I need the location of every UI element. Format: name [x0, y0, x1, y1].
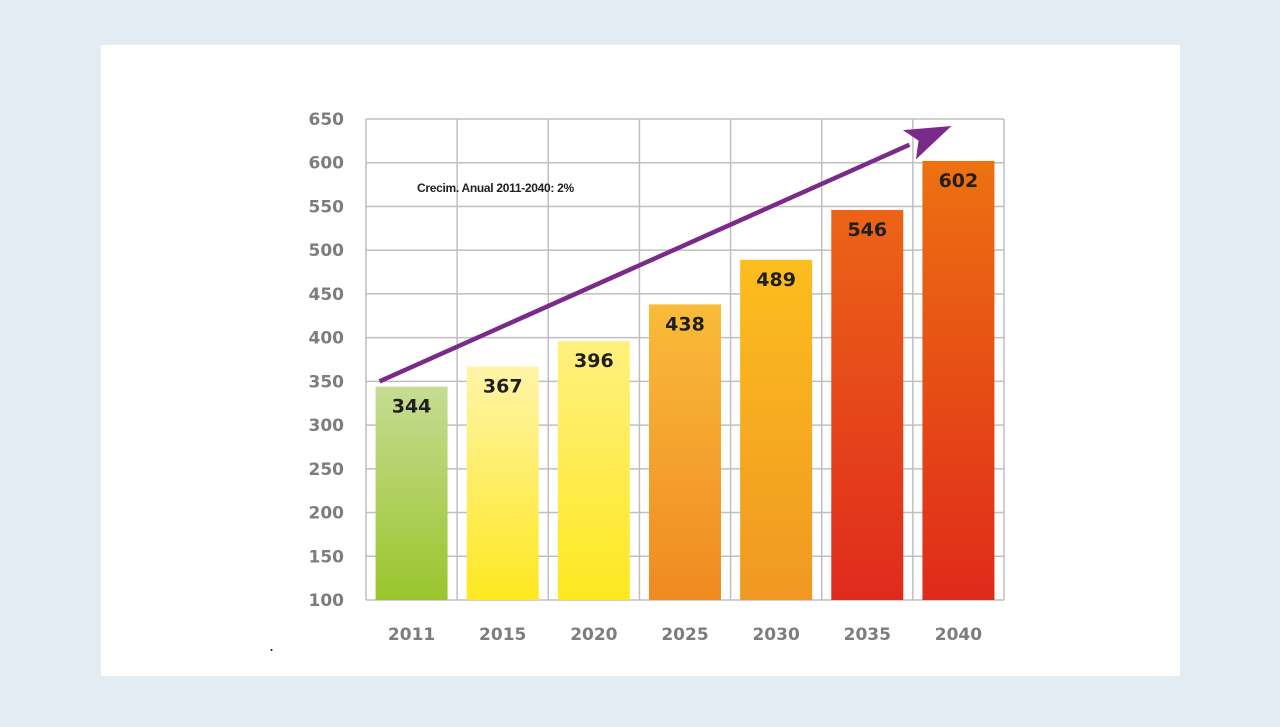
bar-2040 [922, 160, 995, 600]
chart-card: 100 150 200 250 300 350 400 450 500 550 600 650 201… [101, 45, 1180, 676]
bar-2015 [466, 366, 539, 600]
x-tick-label: 2030 [752, 625, 799, 645]
trend-arrow-shaft [378, 142, 911, 384]
y-tick-label: 600 [309, 154, 345, 174]
bar-2035 [831, 209, 904, 600]
y-tick-label: 150 [309, 547, 345, 567]
bar-2030 [740, 259, 813, 600]
footer-mark: . [269, 635, 274, 655]
bar-value-label: 602 [939, 170, 979, 192]
x-tick-label: 2015 [479, 625, 526, 645]
x-tick-label: 2035 [844, 625, 891, 645]
y-tick-label: 650 [309, 110, 345, 130]
bar-value-label: 344 [392, 396, 432, 418]
y-tick-label: 500 [309, 241, 345, 261]
y-tick-label: 450 [309, 285, 345, 305]
bar-value-label: 367 [483, 375, 523, 397]
y-tick-label: 400 [309, 329, 345, 349]
bar-chart: 100 150 200 250 300 350 400 450 500 550 600 650 201… [269, 110, 1005, 655]
y-tick-label: 300 [309, 416, 345, 436]
bar-value-label: 546 [847, 219, 887, 241]
x-tick-label: 2020 [570, 625, 617, 645]
y-tick-label: 350 [309, 372, 345, 392]
x-tick-label: 2040 [935, 625, 982, 645]
bar-2020 [557, 341, 630, 600]
y-tick-label: 550 [309, 197, 345, 217]
x-tick-label: 2025 [661, 625, 708, 645]
x-tick-label: 2011 [388, 625, 435, 645]
bar-2011 [375, 386, 448, 600]
y-tick-label: 100 [309, 591, 345, 611]
bar-value-label: 438 [665, 313, 705, 335]
bar-value-label: 396 [574, 350, 614, 372]
y-tick-label: 200 [309, 504, 345, 524]
trend-arrow-head [902, 125, 952, 160]
bar-value-label: 489 [756, 269, 796, 291]
bar-2025 [649, 304, 721, 600]
growth-annotation: Crecim. Anual 2011-2040: 2% [417, 181, 575, 195]
y-tick-label: 250 [309, 460, 345, 480]
